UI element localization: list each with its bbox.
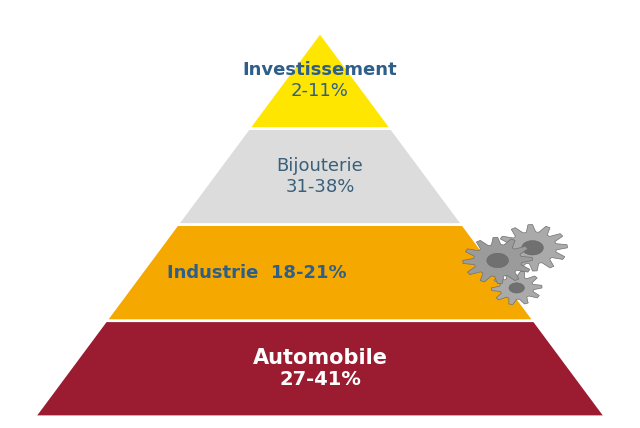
Polygon shape xyxy=(522,241,543,255)
Text: Industrie  18-21%: Industrie 18-21% xyxy=(167,264,346,282)
Text: Bijouterie: Bijouterie xyxy=(276,157,364,175)
Text: Investissement: Investissement xyxy=(243,61,397,79)
Polygon shape xyxy=(463,237,532,284)
Polygon shape xyxy=(177,128,463,225)
Polygon shape xyxy=(487,253,509,268)
Text: Automobile: Automobile xyxy=(253,348,387,368)
Polygon shape xyxy=(106,225,534,321)
Polygon shape xyxy=(492,271,542,305)
Text: 2-11%: 2-11% xyxy=(291,82,349,100)
Polygon shape xyxy=(498,225,568,271)
Polygon shape xyxy=(509,283,524,293)
Text: 31-38%: 31-38% xyxy=(285,178,355,196)
Text: 27-41%: 27-41% xyxy=(279,370,361,389)
Polygon shape xyxy=(248,33,392,128)
Polygon shape xyxy=(35,321,605,417)
